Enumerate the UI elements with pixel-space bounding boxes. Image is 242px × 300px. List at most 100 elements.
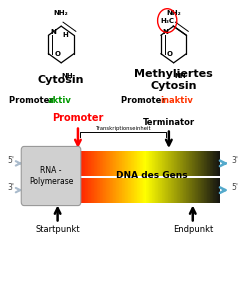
Bar — [201, 178, 202, 203]
Bar — [136, 151, 137, 176]
Bar — [139, 151, 140, 176]
Bar — [176, 151, 177, 176]
Bar — [205, 151, 206, 176]
Bar — [150, 178, 151, 203]
Bar — [115, 151, 116, 176]
Bar — [84, 151, 85, 176]
Bar — [140, 151, 141, 176]
Bar — [102, 178, 103, 203]
Bar — [203, 178, 204, 203]
Bar — [192, 151, 193, 176]
Bar — [75, 151, 76, 176]
Bar — [123, 178, 124, 203]
Bar — [98, 151, 99, 176]
Bar — [188, 178, 189, 203]
Bar — [92, 178, 93, 203]
Text: Promoter: Promoter — [52, 113, 104, 123]
Bar — [114, 151, 115, 176]
Bar — [71, 151, 72, 176]
Bar — [213, 151, 214, 176]
Bar — [182, 178, 183, 203]
Bar — [122, 178, 123, 203]
Bar — [119, 178, 120, 203]
Bar — [134, 178, 135, 203]
Bar — [90, 151, 91, 176]
FancyBboxPatch shape — [21, 146, 81, 206]
Bar — [129, 151, 130, 176]
Bar — [102, 151, 103, 176]
Bar — [152, 151, 153, 176]
Bar — [168, 178, 169, 203]
Bar — [115, 178, 116, 203]
Text: H₃C: H₃C — [160, 18, 174, 24]
Bar — [127, 151, 128, 176]
Bar — [118, 178, 119, 203]
Bar — [113, 178, 114, 203]
Bar — [202, 178, 203, 203]
Text: N: N — [50, 28, 56, 34]
Bar — [135, 178, 136, 203]
Bar — [172, 178, 173, 203]
Bar — [120, 178, 121, 203]
Bar — [100, 178, 101, 203]
Bar — [211, 178, 212, 203]
Bar — [155, 151, 156, 176]
Bar — [69, 151, 70, 176]
Bar — [151, 151, 152, 176]
Text: DNA des Gens: DNA des Gens — [116, 171, 188, 180]
Bar — [148, 178, 149, 203]
Bar — [89, 178, 90, 203]
Bar — [217, 178, 218, 203]
Bar — [174, 178, 175, 203]
Bar — [91, 178, 92, 203]
Bar — [143, 151, 144, 176]
Bar — [70, 178, 71, 203]
Bar — [76, 151, 77, 176]
Bar — [138, 151, 139, 176]
Bar — [156, 178, 157, 203]
Bar — [79, 178, 80, 203]
Bar — [187, 151, 188, 176]
Bar — [108, 151, 109, 176]
Bar — [154, 178, 155, 203]
Bar — [82, 178, 83, 203]
Bar — [209, 178, 210, 203]
Bar — [110, 178, 111, 203]
Bar — [151, 178, 152, 203]
Bar — [159, 151, 160, 176]
Bar — [146, 151, 147, 176]
Bar — [219, 151, 220, 176]
Text: Endpunkt: Endpunkt — [173, 225, 213, 234]
Bar — [73, 178, 74, 203]
Bar — [198, 178, 199, 203]
Text: 3': 3' — [231, 156, 238, 165]
Bar — [164, 178, 165, 203]
Bar — [136, 178, 137, 203]
Bar — [198, 151, 199, 176]
Bar — [110, 151, 111, 176]
Bar — [173, 178, 174, 203]
Bar — [168, 151, 169, 176]
Bar — [106, 178, 107, 203]
Bar — [197, 151, 198, 176]
Bar — [146, 178, 147, 203]
Bar — [81, 151, 82, 176]
Bar — [210, 151, 211, 176]
Bar — [216, 151, 217, 176]
Bar — [71, 178, 72, 203]
Bar — [74, 151, 75, 176]
Bar — [170, 151, 171, 176]
Bar — [87, 151, 88, 176]
Bar — [169, 151, 170, 176]
Bar — [192, 178, 193, 203]
Bar — [166, 178, 167, 203]
Bar — [219, 178, 220, 203]
Bar — [93, 151, 94, 176]
Bar — [107, 178, 108, 203]
Bar — [128, 151, 129, 176]
Bar — [155, 178, 156, 203]
Bar — [148, 151, 149, 176]
Bar — [184, 151, 185, 176]
Bar — [104, 178, 105, 203]
Bar — [82, 151, 83, 176]
